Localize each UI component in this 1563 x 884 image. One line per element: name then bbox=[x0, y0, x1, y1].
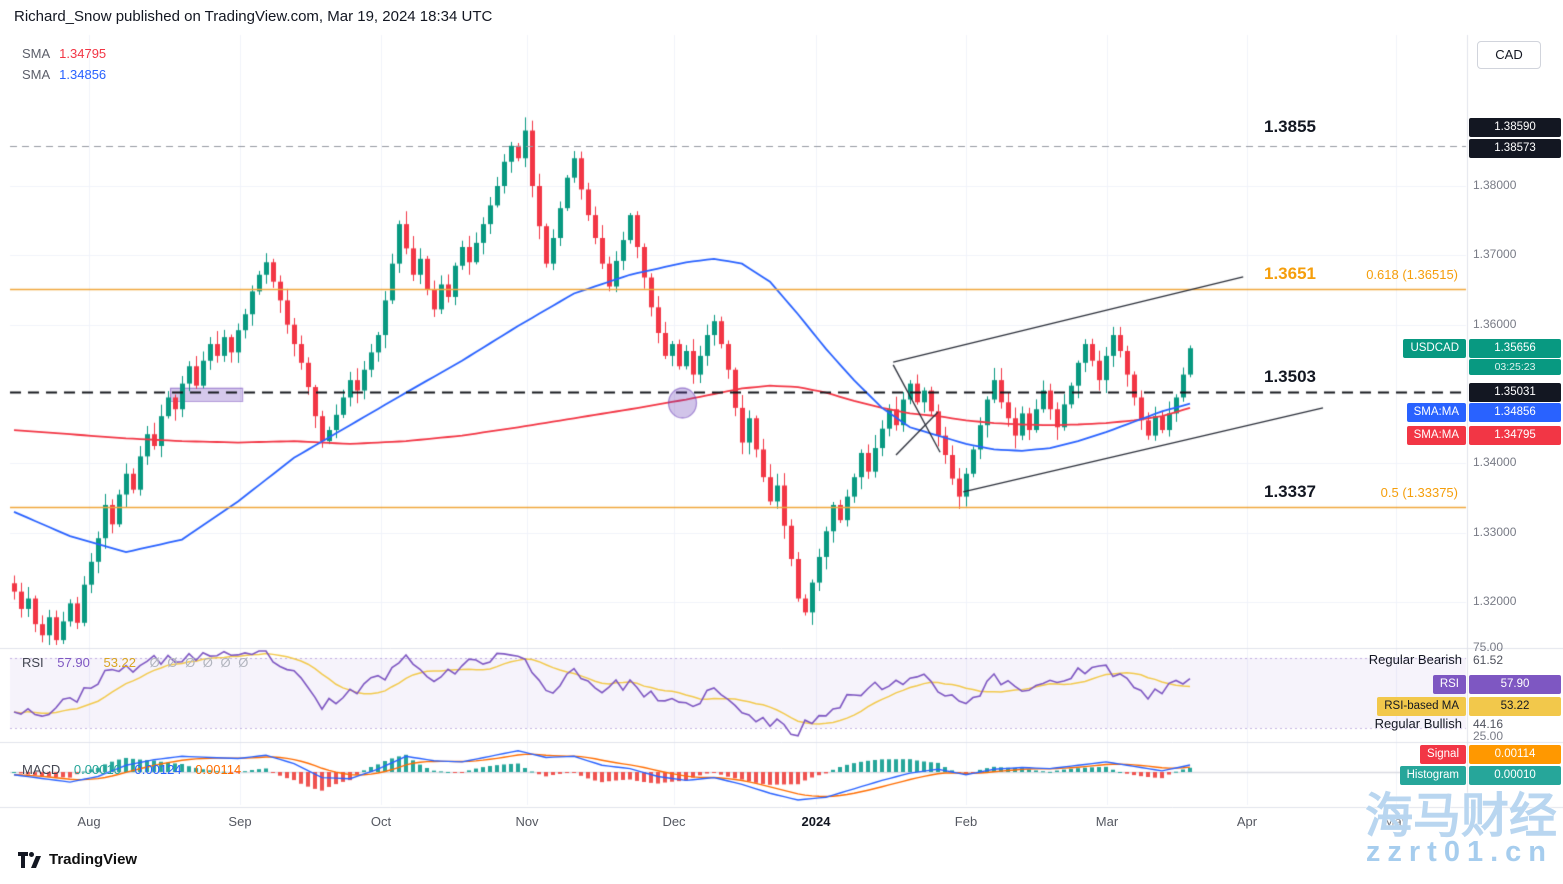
macd-hist-legend-value: 0.00010 bbox=[73, 762, 121, 777]
histogram-flag: Histogram bbox=[1399, 766, 1466, 785]
rsi-ma-flag: RSI-based MA bbox=[1377, 697, 1466, 716]
level-label-13503: 1.3503 bbox=[1264, 367, 1316, 386]
fib-05-annotation: 0.5 (1.33375) bbox=[1380, 485, 1458, 500]
axis-tick-132000: 1.32000 bbox=[1473, 594, 1517, 608]
fib-0618-annotation: 0.618 (1.36515) bbox=[1366, 267, 1458, 282]
time-label-2024: 2024 bbox=[801, 814, 831, 829]
axis-tick-137000: 1.37000 bbox=[1473, 247, 1517, 261]
macd-signal-legend-value: 0.00114 bbox=[195, 762, 242, 777]
sma-slow-value: 1.34795 bbox=[59, 46, 107, 61]
axis-tick-138000: 1.38000 bbox=[1473, 178, 1517, 192]
axis-badge-high-1: 1.38590 bbox=[1469, 118, 1561, 137]
time-label-mar: Mar bbox=[1095, 814, 1119, 829]
rsi-legend-label: RSI bbox=[22, 655, 44, 670]
rsi-legend-value: 57.90 bbox=[57, 655, 90, 670]
regular-bearish-value: 61.52 bbox=[1473, 653, 1504, 667]
rsi-ma-axis-badge: 53.22 bbox=[1469, 697, 1561, 716]
rsi-axis-badge: 57.90 bbox=[1469, 675, 1561, 694]
histogram-axis-badge: 0.00010 bbox=[1469, 766, 1561, 785]
sma-slow-flag: SMA:MA bbox=[1406, 426, 1466, 445]
time-label-dec: Dec bbox=[662, 814, 686, 829]
symbol-price-flag: USDCAD bbox=[1403, 339, 1466, 358]
level-label-13855: 1.3855 bbox=[1264, 117, 1316, 136]
level-label-13337: 1.3337 bbox=[1264, 482, 1316, 501]
axis-badge-135031: 1.35031 bbox=[1469, 383, 1561, 402]
sma-slow-axis-badge: 1.34795 bbox=[1469, 426, 1561, 445]
time-label-sep: Sep bbox=[228, 814, 252, 829]
publication-header: Richard_Snow published on TradingView.co… bbox=[14, 8, 493, 25]
watermark-site-name: 海马财经 bbox=[1364, 790, 1557, 843]
legend-sma-slow[interactable]: SMA 1.34795 bbox=[22, 46, 106, 61]
axis-tick-136000: 1.36000 bbox=[1473, 317, 1517, 331]
last-price-badge: 1.35656 bbox=[1469, 339, 1561, 358]
currency-button[interactable]: CAD bbox=[1477, 41, 1541, 69]
regular-bullish-value: 44.16 bbox=[1473, 717, 1504, 731]
sma-slow-label: SMA bbox=[22, 46, 51, 61]
time-label-nov: Nov bbox=[515, 814, 539, 829]
signal-flag: Signal bbox=[1420, 745, 1466, 764]
tradingview-brand-link[interactable]: TradingView bbox=[18, 851, 137, 868]
axis-tick-133000: 1.33000 bbox=[1473, 525, 1517, 539]
sma-fast-flag: SMA:MA bbox=[1406, 403, 1466, 422]
rsi-hidden-plot-marks: Ø Ø Ø Ø Ø Ø bbox=[149, 655, 251, 670]
macd-legend[interactable]: MACD 0.00010 0.00124 0.00114 bbox=[22, 762, 251, 777]
sma-fast-value: 1.34856 bbox=[59, 67, 107, 82]
axis-tick-134000: 1.34000 bbox=[1473, 455, 1517, 469]
rsi-tick-75: 75.00 bbox=[1473, 640, 1504, 654]
macd-legend-label: MACD bbox=[22, 762, 61, 777]
rsi-legend[interactable]: RSI 57.90 53.22 Ø Ø Ø Ø Ø Ø bbox=[22, 655, 260, 670]
tradingview-brand-text: TradingView bbox=[49, 851, 138, 868]
time-label-feb: Feb bbox=[954, 814, 978, 829]
sma-fast-axis-badge: 1.34856 bbox=[1469, 403, 1561, 422]
time-label-apr: Apr bbox=[1236, 814, 1258, 829]
rsi-tick-25: 25.00 bbox=[1473, 729, 1504, 743]
rsi-ma-legend-value: 53.22 bbox=[103, 655, 137, 670]
regular-bullish-label: Regular Bullish bbox=[1374, 716, 1462, 731]
macd-line-legend-value: 0.00124 bbox=[134, 762, 182, 777]
bar-countdown-badge: 03:25:23 bbox=[1469, 359, 1561, 375]
watermark-site-url: zzrt01.cn bbox=[1365, 836, 1553, 868]
regular-bearish-label: Regular Bearish bbox=[1368, 652, 1462, 667]
level-label-13651: 1.3651 bbox=[1264, 264, 1316, 283]
time-label-aug: Aug bbox=[77, 814, 101, 829]
rsi-flag: RSI bbox=[1432, 675, 1466, 694]
sma-fast-label: SMA bbox=[22, 67, 51, 82]
axis-badge-high-2: 1.38573 bbox=[1469, 139, 1561, 158]
tradingview-logo-icon bbox=[18, 851, 42, 868]
signal-axis-badge: 0.00114 bbox=[1469, 745, 1561, 764]
legend-sma-fast[interactable]: SMA 1.34856 bbox=[22, 67, 106, 82]
time-label-oct: Oct bbox=[370, 814, 392, 829]
time-label-may: May bbox=[1383, 814, 1409, 829]
